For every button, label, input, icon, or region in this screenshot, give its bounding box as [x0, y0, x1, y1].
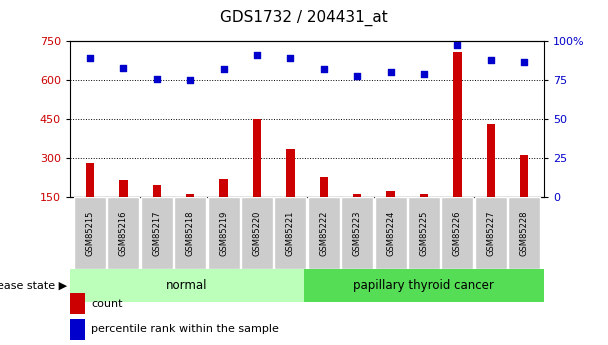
Text: percentile rank within the sample: percentile rank within the sample — [91, 325, 279, 334]
Text: normal: normal — [166, 279, 207, 292]
Bar — [74, 197, 106, 269]
Bar — [320, 177, 328, 197]
Point — [185, 77, 195, 83]
Bar — [186, 194, 195, 197]
Text: GSM85217: GSM85217 — [152, 210, 161, 256]
Bar — [286, 149, 294, 197]
Bar — [274, 197, 306, 269]
Bar — [486, 124, 495, 197]
Text: count: count — [91, 299, 123, 308]
Point — [419, 71, 429, 77]
Text: GSM85228: GSM85228 — [520, 210, 528, 256]
Text: GSM85220: GSM85220 — [252, 210, 261, 256]
Text: GSM85226: GSM85226 — [453, 210, 462, 256]
Bar — [140, 197, 173, 269]
Bar — [453, 52, 461, 197]
Point — [519, 59, 529, 64]
Point — [352, 73, 362, 78]
Bar — [308, 197, 340, 269]
Text: GSM85221: GSM85221 — [286, 210, 295, 256]
Text: GSM85227: GSM85227 — [486, 210, 496, 256]
Bar — [253, 119, 261, 197]
Point — [385, 70, 395, 75]
Text: GSM85225: GSM85225 — [420, 210, 429, 256]
Text: GSM85223: GSM85223 — [353, 210, 362, 256]
Bar — [341, 197, 373, 269]
Point — [152, 76, 162, 81]
Bar — [86, 163, 94, 197]
Bar — [304, 269, 544, 302]
Bar — [108, 197, 139, 269]
Text: GSM85224: GSM85224 — [386, 210, 395, 256]
Bar — [520, 155, 528, 197]
Bar — [508, 197, 540, 269]
Text: GSM85215: GSM85215 — [86, 210, 94, 256]
Bar — [241, 197, 273, 269]
Bar — [207, 197, 240, 269]
Bar — [375, 197, 407, 269]
Point — [219, 67, 229, 72]
Bar — [70, 269, 304, 302]
Text: papillary thyroid cancer: papillary thyroid cancer — [353, 279, 494, 292]
Point — [319, 67, 328, 72]
Bar — [153, 185, 161, 197]
Bar — [386, 191, 395, 197]
Point — [286, 56, 295, 61]
Point — [252, 52, 262, 58]
Text: GSM85219: GSM85219 — [219, 210, 228, 256]
Bar — [219, 178, 228, 197]
Bar — [441, 197, 474, 269]
Point — [486, 57, 496, 63]
Bar — [174, 197, 206, 269]
Text: GDS1732 / 204431_at: GDS1732 / 204431_at — [220, 10, 388, 26]
Text: GSM85222: GSM85222 — [319, 210, 328, 256]
Bar — [119, 180, 128, 197]
Bar — [475, 197, 506, 269]
Text: GSM85216: GSM85216 — [119, 210, 128, 256]
Point — [452, 42, 462, 47]
Bar — [420, 194, 428, 197]
Point — [119, 65, 128, 70]
Bar — [353, 194, 361, 197]
Text: GSM85218: GSM85218 — [185, 210, 195, 256]
Point — [85, 56, 95, 61]
Text: disease state ▶: disease state ▶ — [0, 280, 67, 290]
Bar — [408, 197, 440, 269]
